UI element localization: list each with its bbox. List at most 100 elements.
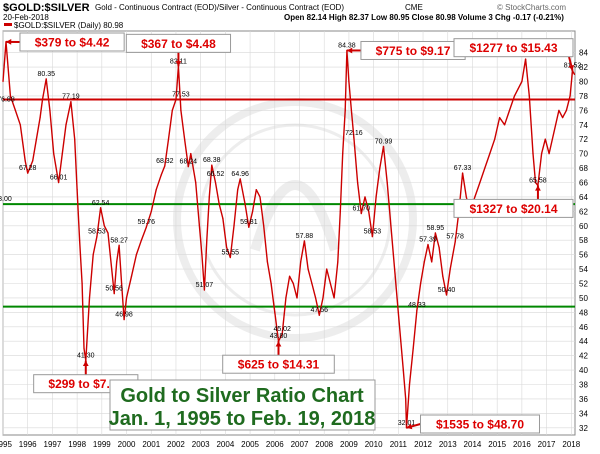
value-label-20: 66.52 bbox=[207, 171, 225, 178]
series-point-12 bbox=[45, 78, 47, 80]
y-tick-label-44: 44 bbox=[579, 337, 588, 346]
brand-label: © StockCharts.com bbox=[497, 3, 566, 12]
series-point-71 bbox=[251, 210, 254, 212]
series-point-34 bbox=[118, 244, 120, 246]
series-point-60 bbox=[211, 164, 213, 166]
series-point-15 bbox=[57, 181, 60, 184]
y-tick-label-52: 52 bbox=[579, 280, 588, 289]
value-label-41: 65.58 bbox=[529, 177, 547, 184]
series-point-22 bbox=[81, 282, 83, 285]
value-label-10: 50.56 bbox=[105, 286, 123, 293]
annotation-arrowhead-1 bbox=[5, 39, 12, 45]
x-tick-label-2015: 2015 bbox=[488, 440, 506, 449]
value-label-2: 76.88 bbox=[0, 97, 15, 104]
x-tick-label-2002: 2002 bbox=[167, 440, 185, 449]
series-point-87 bbox=[311, 282, 313, 285]
series-point-66 bbox=[233, 225, 235, 227]
annotation-text-8: $1535 to $48.70 bbox=[436, 418, 524, 432]
series-point-20 bbox=[76, 189, 78, 191]
series-point-82 bbox=[292, 282, 294, 285]
series-point-11 bbox=[41, 98, 44, 101]
series-point-74 bbox=[263, 225, 265, 227]
series-point-67 bbox=[237, 189, 239, 191]
series-point-55 bbox=[198, 225, 201, 227]
x-tick-label-2017: 2017 bbox=[538, 440, 556, 449]
annotation-text-2: $367 to $4.48 bbox=[141, 37, 216, 51]
value-label-19: 68.38 bbox=[203, 157, 221, 164]
value-label-38: 57.78 bbox=[446, 234, 464, 241]
series-point-94 bbox=[337, 261, 339, 263]
value-label-34: 48.33 bbox=[408, 302, 426, 309]
chart-subtitle: Jan. 1, 1995 to Feb. 19, 2018 bbox=[109, 408, 376, 430]
series-point-130 bbox=[454, 241, 456, 243]
y-tick-label-70: 70 bbox=[579, 150, 588, 159]
series-point-140 bbox=[499, 116, 501, 119]
quote-label: Open 82.14 High 82.37 Low 80.95 Close 80… bbox=[284, 13, 564, 22]
series-point-142 bbox=[508, 109, 511, 111]
y-axis: 32 34 36 38 40 42 44 46 48 50 52 54 56 58 60 62 64 66 68 70… bbox=[579, 49, 588, 433]
y-tick-label-72: 72 bbox=[579, 135, 588, 144]
x-tick-label-2006: 2006 bbox=[266, 440, 284, 449]
chart-title: Gold to Silver Ratio Chart bbox=[120, 385, 364, 407]
series-point-90 bbox=[322, 297, 324, 299]
value-label-21: 55.55 bbox=[222, 250, 240, 257]
series-point-103 bbox=[360, 212, 362, 215]
value-label-27: 47.56 bbox=[311, 307, 329, 314]
value-labels: 63.00 76.88 67.28 80.35 66.01 77.19 41.30 58.53… bbox=[0, 42, 581, 426]
x-tick-label-1997: 1997 bbox=[44, 440, 62, 449]
series-point-77 bbox=[274, 311, 276, 313]
annotation-text-7: $625 to $14.31 bbox=[238, 358, 320, 372]
y-tick-label-48: 48 bbox=[579, 308, 588, 317]
series-point-97 bbox=[344, 109, 346, 111]
series-point-39 bbox=[135, 254, 138, 256]
value-label-23: 59.81 bbox=[240, 219, 258, 226]
series-point-69 bbox=[244, 203, 246, 205]
series-point-73 bbox=[259, 196, 261, 198]
annotation-3: $775 to $9.17 bbox=[346, 40, 466, 60]
series-point-99 bbox=[348, 80, 350, 83]
x-tick-label-2000: 2000 bbox=[118, 440, 136, 449]
x-tick-label-1999: 1999 bbox=[93, 440, 111, 449]
x-tick-label-2009: 2009 bbox=[340, 440, 358, 449]
series-point-79 bbox=[281, 333, 283, 335]
annotation-arrowhead-6 bbox=[82, 360, 89, 366]
y-tick-label-68: 68 bbox=[579, 164, 588, 173]
series-point-4 bbox=[14, 109, 16, 111]
series-point-153 bbox=[548, 153, 550, 155]
series-point-58 bbox=[206, 239, 208, 241]
series-point-63 bbox=[222, 217, 224, 220]
series-point-28 bbox=[99, 207, 102, 209]
series-point-108 bbox=[379, 167, 381, 169]
value-label-25: 45.02 bbox=[273, 326, 291, 333]
series-point-137 bbox=[484, 167, 486, 169]
annotation-arrowhead-7 bbox=[275, 341, 282, 347]
series-point-127 bbox=[442, 275, 444, 277]
value-label-17: 68.24 bbox=[180, 159, 198, 166]
series-point-89 bbox=[318, 314, 320, 316]
series-point-80 bbox=[285, 297, 287, 299]
value-label-11: 58.27 bbox=[110, 237, 128, 244]
x-tick-label-2003: 2003 bbox=[192, 440, 210, 449]
series-point-84 bbox=[300, 261, 302, 263]
series-point-38 bbox=[130, 275, 133, 277]
value-label-33: 32.01 bbox=[398, 420, 416, 427]
series-point-75 bbox=[266, 261, 268, 263]
series-point-154 bbox=[553, 131, 555, 133]
series-point-88 bbox=[314, 297, 317, 299]
date-label: 20-Feb-2018 bbox=[3, 13, 49, 22]
value-label-16: 77.53 bbox=[172, 92, 190, 99]
series-point-59 bbox=[208, 196, 210, 198]
series-point-29 bbox=[103, 225, 105, 227]
series-point-53 bbox=[190, 153, 192, 155]
annotation-box-5 bbox=[453, 198, 574, 218]
series-point-9 bbox=[35, 138, 37, 140]
series-point-1 bbox=[2, 80, 4, 83]
series-point-33 bbox=[116, 261, 118, 263]
series-point-155 bbox=[558, 109, 560, 111]
annotation-box-8 bbox=[419, 414, 540, 434]
series-point-128 bbox=[445, 294, 448, 296]
annotation-text-6: $299 to $7.81 bbox=[48, 377, 123, 391]
value-label-9: 62.54 bbox=[92, 200, 110, 207]
series-point-50 bbox=[180, 109, 182, 111]
annotation-box-1 bbox=[19, 32, 125, 52]
